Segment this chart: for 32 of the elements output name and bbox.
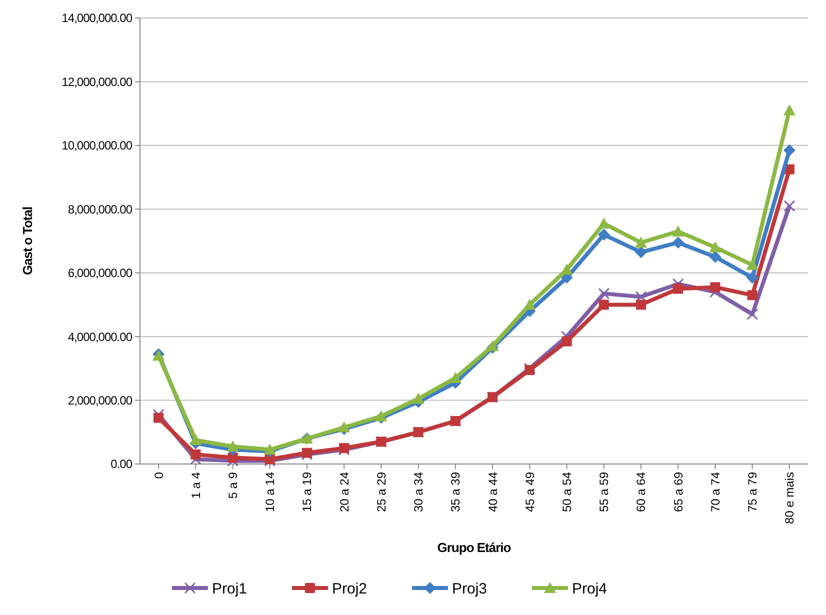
x-tick-label: 25 a 29 <box>374 472 388 512</box>
x-axis-title: Grupo Etário <box>437 540 512 555</box>
x-tick-label: 40 a 44 <box>486 472 500 512</box>
y-tick-label: 14,000,000.00 <box>62 11 133 26</box>
y-axis-title: Gast o Total <box>20 206 35 276</box>
x-tick-label: 70 a 74 <box>708 472 722 512</box>
x-tick-label: 65 a 69 <box>671 472 686 512</box>
x-tick-label: 30 a 34 <box>412 472 426 512</box>
legend-label: Proj4 <box>572 580 608 598</box>
x-tick-label: 45 a 49 <box>522 472 537 512</box>
legend-label: Proj3 <box>452 580 488 598</box>
y-tick-label: 6,000,000.00 <box>68 266 133 280</box>
x-tick-label: 15 a 19 <box>300 472 314 512</box>
y-tick-label: 12,000,000.00 <box>62 74 133 89</box>
x-tick-label: 75 a 79 <box>746 472 760 512</box>
x-tick-label: 55 a 59 <box>597 472 612 512</box>
y-tick-label: 0.00 <box>110 457 133 472</box>
legend-label: Proj1 <box>212 580 248 598</box>
x-tick-label: 0 <box>152 472 166 479</box>
x-tick-label: 1 a 4 <box>188 472 203 499</box>
legend-label: Proj2 <box>332 580 368 598</box>
y-tick-label: 10,000,000.00 <box>62 138 133 153</box>
x-tick-label: 20 a 24 <box>337 472 352 512</box>
x-tick-label: 35 a 39 <box>448 472 463 512</box>
x-tick-label: 60 a 64 <box>634 472 648 512</box>
x-tick-label: 50 a 54 <box>560 472 574 512</box>
x-tick-label: 10 a 14 <box>263 472 278 512</box>
x-tick-label: 80 e mais <box>782 472 797 524</box>
y-tick-label: 4,000,000.00 <box>68 330 133 344</box>
x-tick-label: 5 a 9 <box>226 472 240 499</box>
y-tick-label: 2,000,000.00 <box>68 393 133 408</box>
y-tick-label: 8,000,000.00 <box>68 202 133 216</box>
